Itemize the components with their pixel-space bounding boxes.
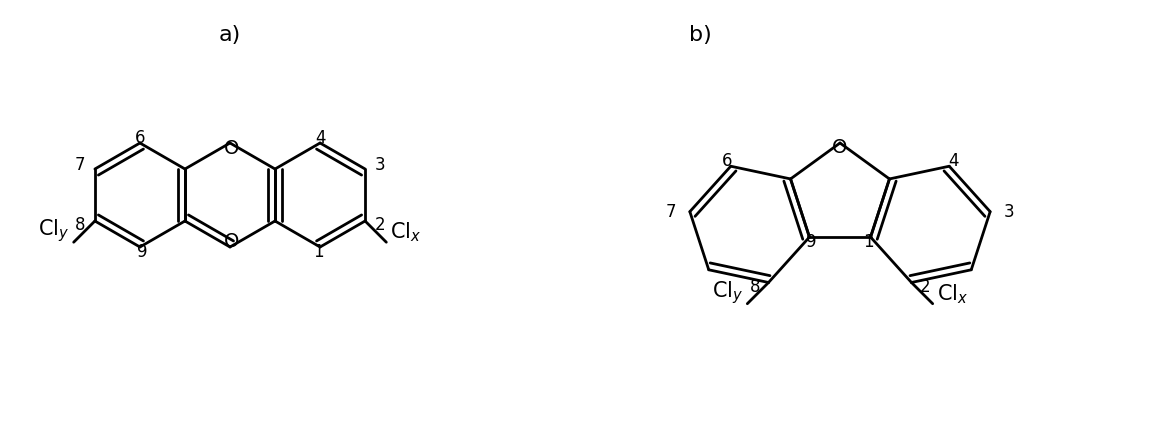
Text: 8: 8 (75, 216, 85, 234)
Text: Cl$_y$: Cl$_y$ (712, 279, 743, 306)
Text: 8: 8 (750, 278, 761, 296)
Text: 3: 3 (1004, 203, 1015, 220)
Text: 9: 9 (806, 233, 817, 251)
Text: Cl$_x$: Cl$_x$ (390, 220, 422, 244)
Text: 4: 4 (315, 129, 325, 147)
Text: a): a) (219, 25, 241, 45)
Text: b): b) (689, 25, 712, 45)
Text: Cl$_x$: Cl$_x$ (937, 282, 968, 306)
Text: 6: 6 (135, 129, 146, 147)
Text: 6: 6 (721, 152, 732, 170)
Text: 9: 9 (136, 243, 147, 261)
Text: O: O (225, 232, 240, 251)
Text: O: O (832, 138, 848, 157)
Text: 2: 2 (375, 216, 386, 234)
Text: O: O (225, 139, 240, 158)
Text: 2: 2 (919, 278, 930, 296)
Text: 1: 1 (863, 233, 874, 251)
Text: Cl$_y$: Cl$_y$ (38, 217, 70, 244)
Text: 1: 1 (312, 243, 324, 261)
Text: 4: 4 (948, 152, 959, 170)
Text: 7: 7 (75, 156, 85, 174)
Text: 7: 7 (665, 203, 676, 220)
Text: 3: 3 (375, 156, 386, 174)
